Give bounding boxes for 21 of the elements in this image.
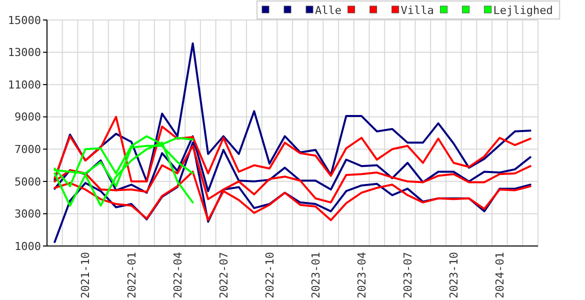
legend-label: Lejlighed [493, 4, 553, 17]
x-tick-label: 2023-04 [355, 252, 368, 298]
y-tick-label: 3000 [14, 208, 41, 221]
y-tick-label: 7000 [14, 142, 41, 156]
y-tick-label: 5000 [14, 175, 41, 188]
x-tick-label: 2023-10 [447, 252, 460, 298]
y-tick-label: 13000 [8, 46, 41, 60]
x-tick-label: 2024-01 [493, 252, 506, 298]
y-tick-label: 15000 [8, 14, 41, 27]
x-tick-label: 2022-04 [171, 252, 184, 298]
y-tick-label: 11000 [8, 78, 41, 92]
x-tick-label: 2021-10 [79, 252, 92, 298]
y-tick-label: 9000 [14, 110, 41, 124]
x-tick-label: 2023-01 [309, 252, 322, 298]
legend-label: Alle [315, 4, 342, 17]
y-tick-label: 1000 [14, 240, 41, 253]
x-tick-label: 2023-07 [401, 252, 414, 298]
x-tick-label: 2022-10 [263, 252, 276, 298]
legend-label: Villa [400, 4, 434, 17]
x-tick-label: 2022-01 [125, 252, 138, 298]
x-tick-label: 2022-07 [217, 252, 230, 298]
